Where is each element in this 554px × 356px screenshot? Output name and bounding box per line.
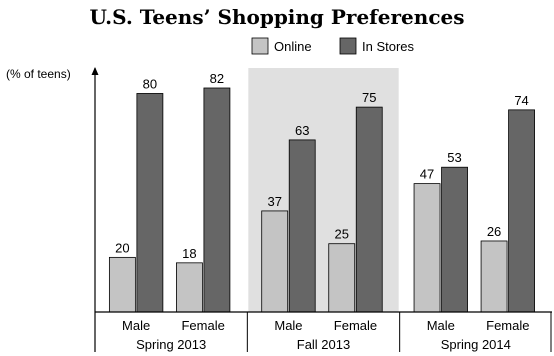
bar-online (261, 210, 289, 313)
legend: Online In Stores (251, 37, 415, 55)
bar-online (328, 243, 356, 313)
data-label: 25 (335, 227, 349, 242)
bar-online (480, 240, 508, 313)
data-label: 53 (447, 150, 461, 165)
bar-in-stores (441, 166, 468, 313)
x-tick-label: Male (274, 318, 302, 333)
bar-online (108, 256, 136, 313)
bar-in-stores (203, 87, 231, 313)
data-label: 47 (420, 167, 434, 182)
y-axis-arrow (91, 67, 99, 75)
data-label: 26 (487, 224, 501, 239)
bar-in-stores (508, 109, 535, 313)
legend-label-online: Online (274, 39, 312, 54)
x-tick-label: Male (427, 318, 455, 333)
bar-in-stores (288, 139, 316, 313)
data-label: 63 (295, 123, 309, 138)
group-label: Spring 2013 (136, 337, 206, 352)
bar-in-stores (136, 93, 164, 313)
bar-online (413, 183, 441, 313)
x-tick-label: Female (181, 318, 224, 333)
data-label: 37 (267, 194, 281, 209)
x-tick-label: Male (122, 318, 150, 333)
data-label: 80 (143, 76, 157, 91)
legend-label-in-stores: In Stores (362, 39, 415, 54)
legend-swatch-online (251, 37, 269, 55)
group-label: Spring 2014 (441, 337, 511, 352)
data-label: 74 (514, 93, 528, 108)
plot-area: 20 80 Male 18 82 Female Spring 2013 37 63 Male 25 7… (91, 67, 552, 352)
bar-in-stores (355, 106, 383, 313)
chart-title: U.S. Teens’ Shopping Preferences (90, 5, 465, 29)
legend-swatch-in-stores (339, 37, 357, 55)
data-label: 75 (362, 90, 376, 105)
group-label: Fall 2013 (297, 337, 350, 352)
data-label: 20 (115, 240, 129, 255)
y-axis-label: (% of teens) (6, 67, 71, 81)
x-tick-label: Female (334, 318, 377, 333)
data-label: 18 (182, 246, 196, 261)
bar-online (176, 262, 203, 313)
data-label: 82 (210, 71, 224, 86)
x-tick-label: Female (486, 318, 529, 333)
